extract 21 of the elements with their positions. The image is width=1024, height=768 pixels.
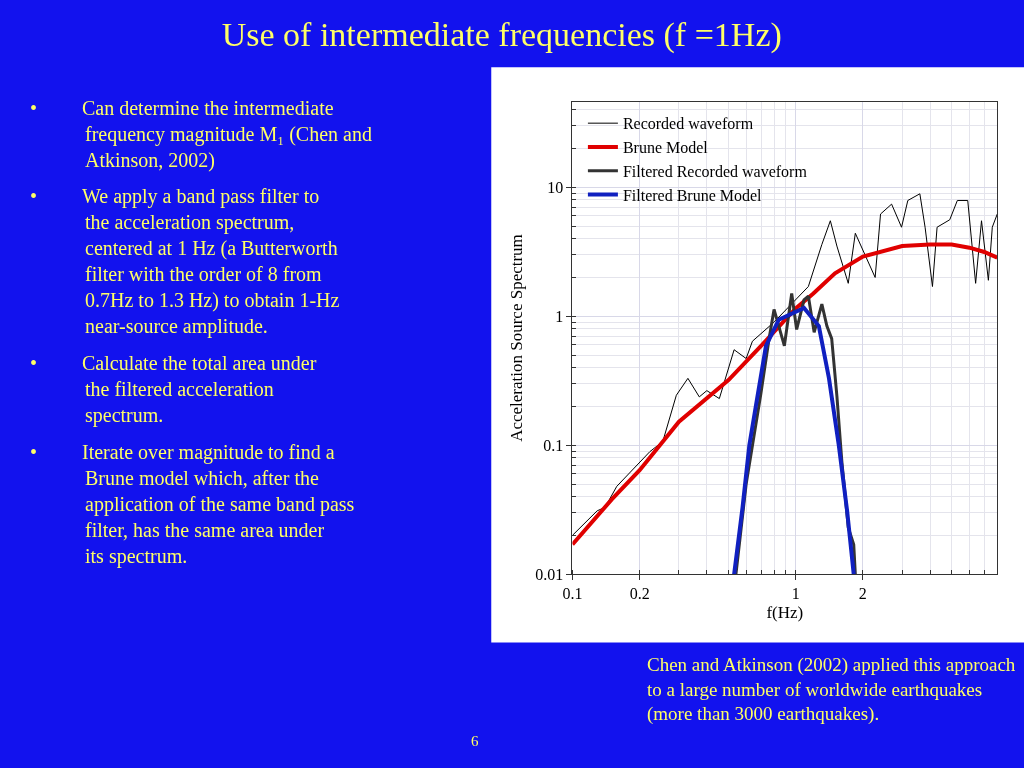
y-tick-label: 10	[547, 178, 564, 196]
chart-title: Use of intermediate frequencies (f =1Hz)	[221, 15, 782, 54]
text: • Can determine the intermediate frequency magnitude M₁ (Chen and Atkinson, 2002)	[30, 97, 372, 172]
x-axis-title: f(Hz)	[766, 602, 804, 622]
text: • Calculate the total area under the filtered acceleration spectrum.	[30, 352, 317, 427]
y-tick-label: 0.1	[543, 436, 564, 454]
text: 6	[471, 733, 479, 749]
legend-label: Filtered Brune Model	[622, 186, 763, 204]
y-tick-label: 0.01	[535, 565, 564, 583]
text: • Iterate over magnitude to find a Brune model which, after the application of the same band pass filter, has the same area under its spectrum.	[30, 441, 355, 568]
x-tick-label: 2	[858, 585, 867, 603]
legend-label: Recorded waveform	[622, 115, 754, 133]
x-tick-label: 1	[791, 585, 800, 603]
legend-label: Brune Model	[622, 139, 709, 157]
text: • We apply a band pass filter to the acceleration spectrum, centered at 1 Hz (a Butterworth filter with the order of 8 from 0.7Hz to 1.3 Hz) to obtain 1-Hz near-source amplitude.	[30, 185, 340, 338]
legend-label: Filtered Recorded waveform	[622, 163, 808, 180]
text: Chen and Atkinson (2002) applied this approach to a large number of worldwide earthquakes (more than 3000 earthquakes).	[647, 654, 1016, 726]
x-tick-label: 0.2	[629, 585, 650, 603]
x-tick-label: 0.1	[562, 585, 583, 603]
y-axis-title: Acceleration Source Spectrum	[506, 234, 526, 442]
y-tick-label: 1	[555, 307, 564, 325]
